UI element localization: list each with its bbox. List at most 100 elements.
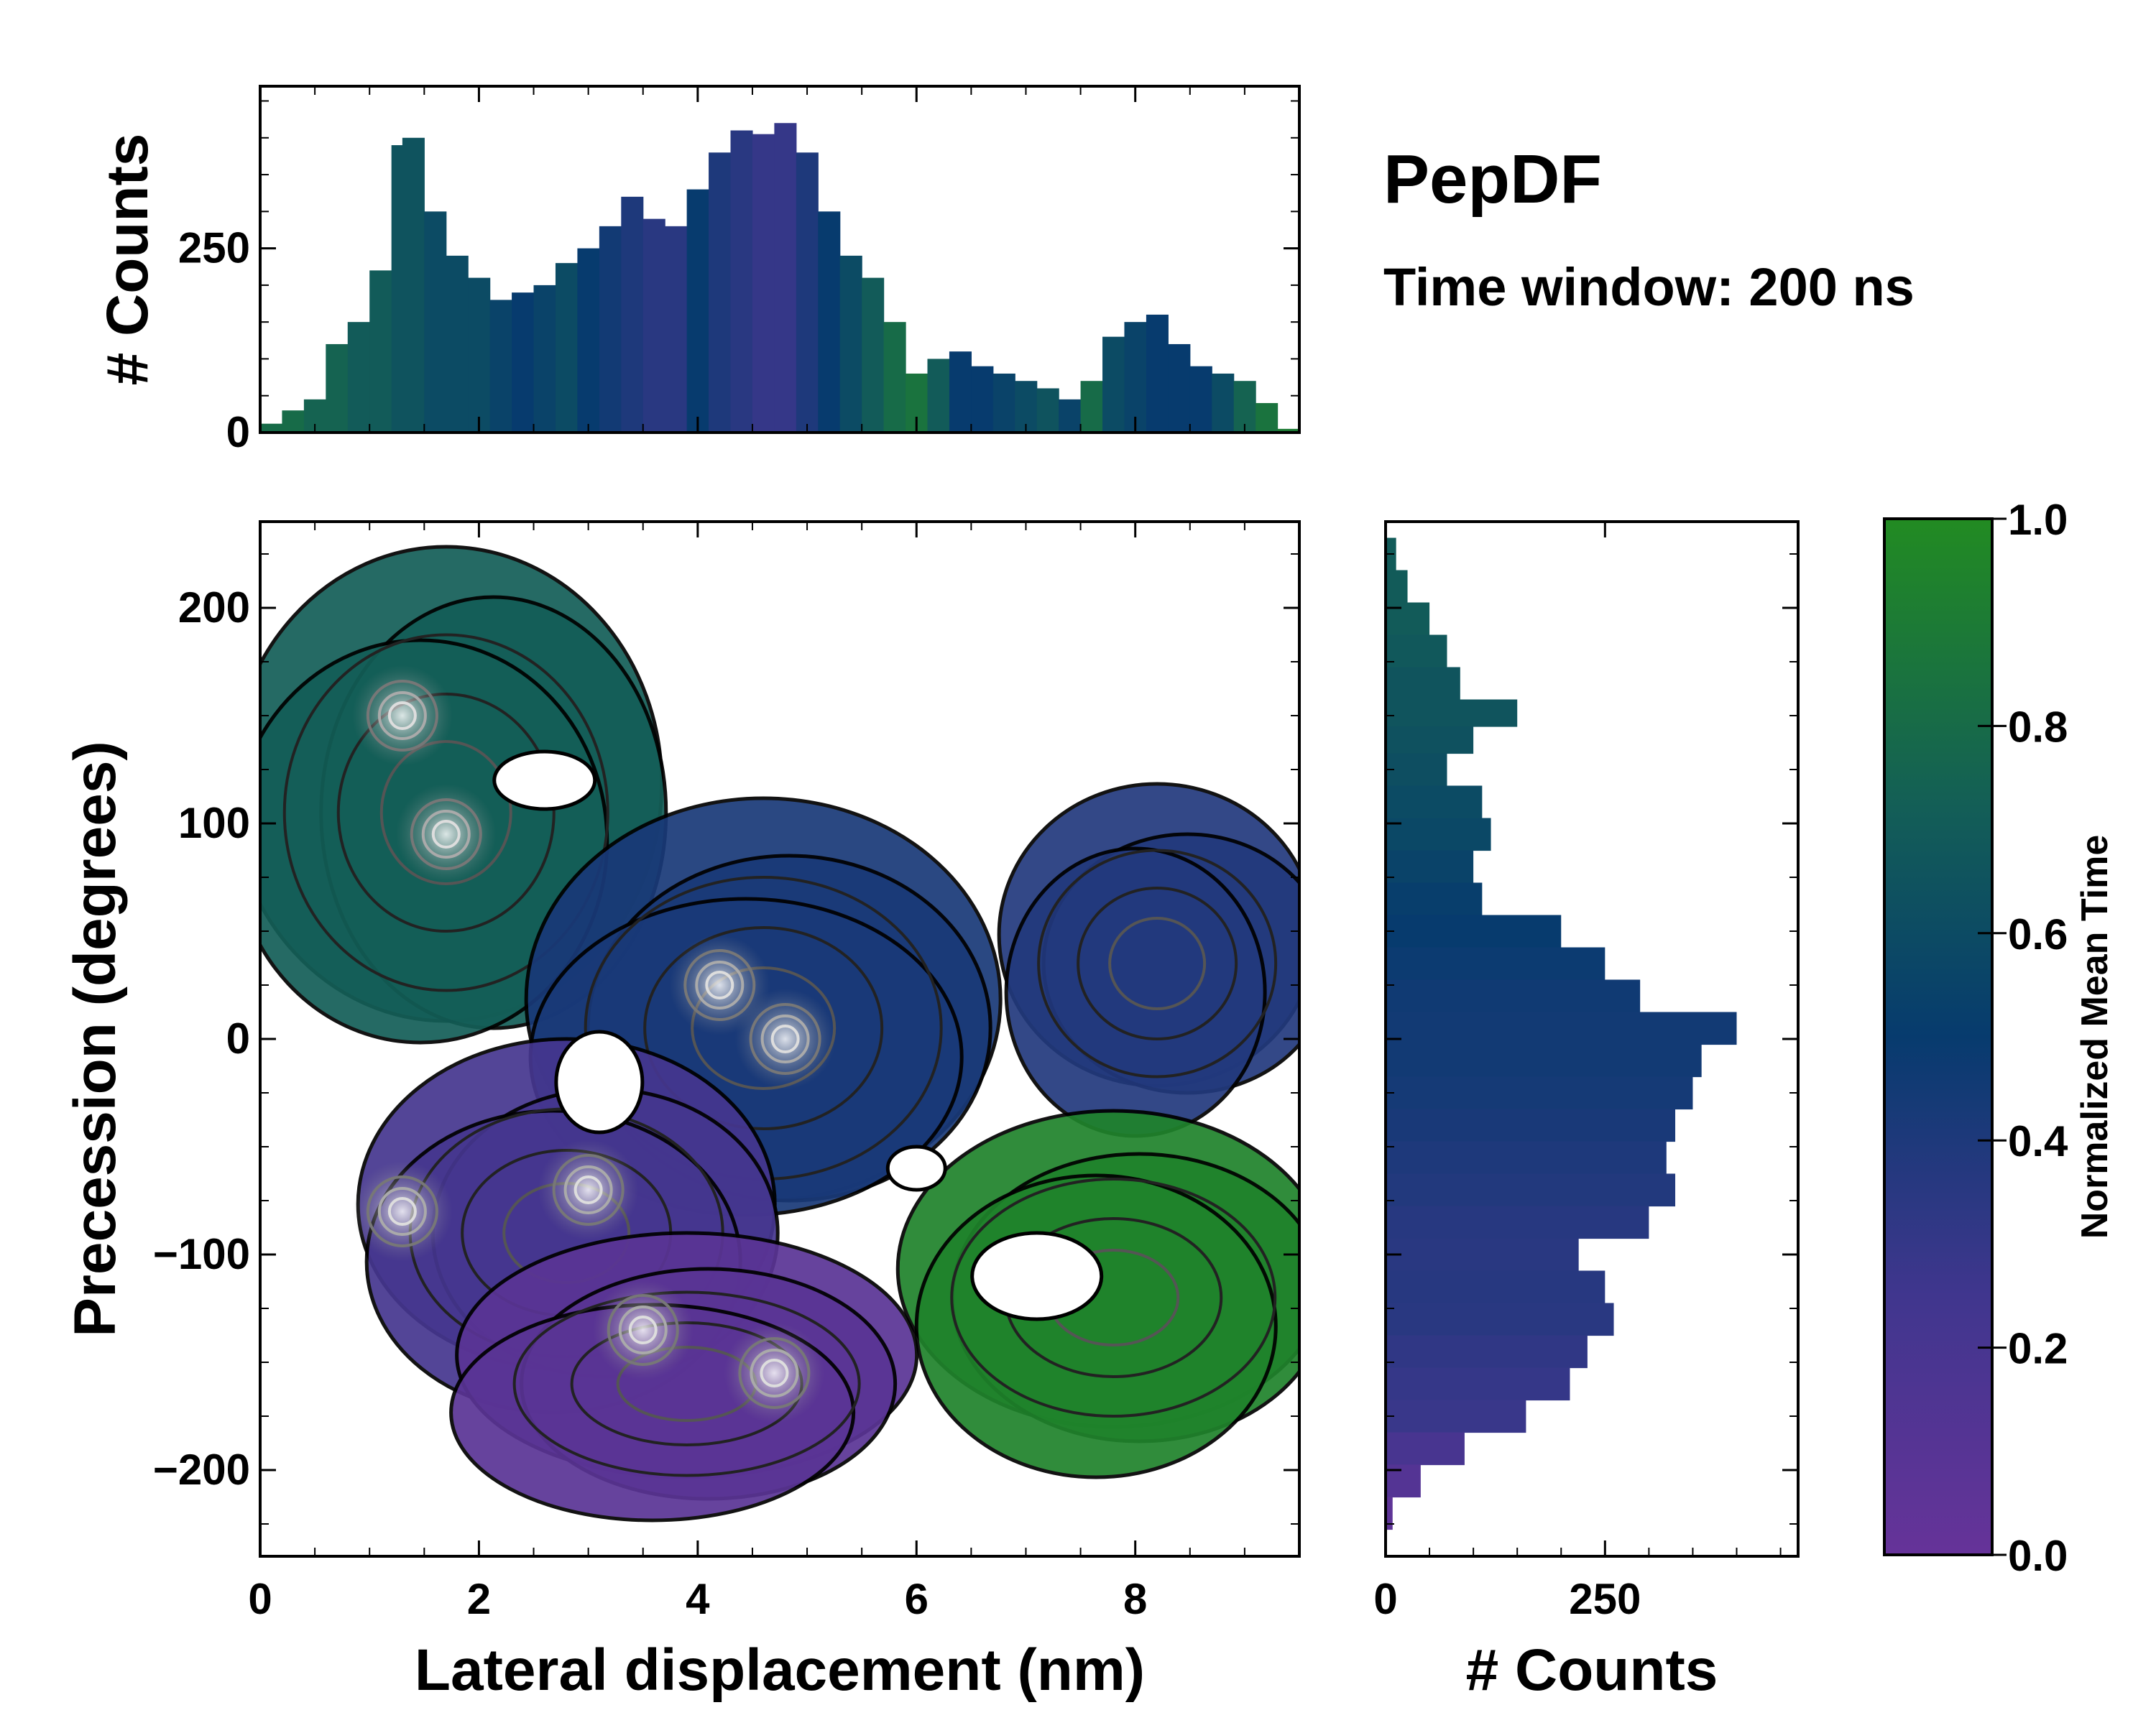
top-histogram-bar [1102,336,1125,433]
density-peak-contour [749,1003,821,1075]
joint-y-tick-label: −200 [153,1446,250,1494]
top-y-tick-label: 250 [178,224,250,272]
joint-heatmap-panel: 0 2 4 6 8 −200 −100 0 100 200 Lateral displaceme… [63,520,1301,1703]
top-histogram-bar [369,270,392,433]
joint-y-tick-label: 0 [226,1015,250,1063]
top-histogram-bar [555,263,579,433]
top-histogram-bar [752,134,775,433]
top-marginal-bars [260,123,1299,433]
right-histogram-bar [1386,726,1474,754]
top-histogram-bar [489,300,512,433]
right-histogram-bar [1386,1497,1393,1530]
top-histogram-bar [949,351,972,433]
right-histogram-bar [1386,699,1518,727]
density-peak-contour [695,961,745,1009]
top-histogram-bar [1124,322,1147,433]
density-peak-contour [387,701,417,730]
density-peak-contour [750,1349,799,1397]
density-peak-contour [563,1165,613,1214]
joint-y-ticks: −200 −100 0 100 200 [153,553,1299,1525]
top-histogram-bar [1146,314,1169,433]
right-histogram-bar [1386,1044,1702,1078]
density-peak-contour [421,810,471,859]
colorbar-tick-label: 1.0 [2008,496,2068,544]
density-peak-contour [738,1337,811,1409]
right-histogram-bar [1386,1109,1676,1142]
top-histogram-bar [1277,428,1299,433]
top-histogram-bar [347,322,370,433]
density-peak [734,989,836,1089]
heatmap-contour-line [1077,887,1238,1040]
density-peak-contour [573,1175,603,1204]
top-histogram-bar [862,277,885,433]
colorbar: 0.0 0.2 0.4 0.6 0.8 1.0 Normalized Mean Time [1883,496,2116,1580]
joint-x-tick-label: 4 [686,1575,710,1623]
top-histogram-bar [282,410,305,433]
right-marginal-bars [1386,537,1737,1530]
density-peak [395,784,497,884]
heatmap-region-bottom [449,1231,919,1523]
density-peak-contour [760,1359,789,1387]
density-contour-peaks [351,665,836,1423]
density-peak-contour [618,1306,668,1354]
top-marginal-y-label: # Counts [95,134,160,386]
top-histogram-bar [686,189,709,433]
top-histogram-bar [709,152,732,433]
right-histogram-bar [1386,570,1408,604]
top-marginal-y-ticks: 0 250 [178,86,1299,456]
right-marginal-x-ticks: 0 250 [1373,522,1798,1623]
density-peak-contour [387,1197,417,1226]
density-peak [724,1323,825,1423]
top-histogram-bar [533,285,556,433]
top-marginal-frame [259,85,1301,434]
density-peak-contour [431,820,461,849]
heatmap-region-lower-right [895,1109,1299,1479]
density-peak-contour [377,691,427,740]
right-histogram-bar [1386,850,1474,884]
top-histogram-bar [599,226,622,433]
top-marginal-panel: 0 250 # Counts [95,85,1301,456]
right-histogram-bar [1386,915,1562,948]
right-histogram-bar [1386,785,1483,819]
density-peak-contour [366,1175,438,1247]
top-histogram-bar [402,137,425,433]
right-histogram-bar [1386,1238,1579,1272]
joint-heatmap [260,545,1299,1523]
colorbar-label: Normalized Mean Time [2074,835,2116,1239]
joint-x-ticks: 0 2 4 6 8 [248,522,1245,1623]
density-peak-contour [770,1025,800,1053]
density-peak-contour [366,680,438,752]
heatmap-empty-cell [492,749,597,811]
heatmap-empty-cell [885,1145,947,1192]
heatmap-contour-line [1108,917,1207,1010]
top-histogram-bar [992,373,1015,433]
right-histogram-bar [1386,753,1447,787]
heatmap-empty-cell [970,1231,1104,1321]
density-peak-contour [705,971,734,999]
heatmap-contour-line [282,633,609,992]
top-histogram-bar [774,123,797,433]
density-peak-contour [552,1154,625,1226]
density-peak-contour [410,798,482,870]
joint-x-tick-label: 8 [1123,1575,1147,1623]
joint-y-label: Precession (degrees) [63,741,128,1337]
right-histogram-bar [1386,1400,1526,1433]
right-histogram-bar [1386,1432,1465,1466]
top-histogram-bar [1059,399,1082,433]
right-histogram-bar [1386,1303,1614,1336]
joint-x-tick-label: 0 [248,1575,272,1623]
top-histogram-bar [883,322,906,433]
heatmap-contour-line [512,1290,861,1477]
right-histogram-bar [1386,1206,1649,1239]
top-histogram-bar [971,366,994,433]
joint-y-tick-label: 100 [178,799,250,847]
density-peak [351,665,453,766]
right-histogram-bar [1386,979,1641,1013]
top-histogram-bar [1080,381,1103,433]
top-histogram-bar [730,130,753,433]
joint-y-tick-label: −100 [153,1230,250,1278]
right-histogram-bar [1386,1141,1667,1175]
top-histogram-bar [839,255,862,433]
top-histogram-bar [796,152,819,433]
top-histogram-bar [642,218,665,433]
